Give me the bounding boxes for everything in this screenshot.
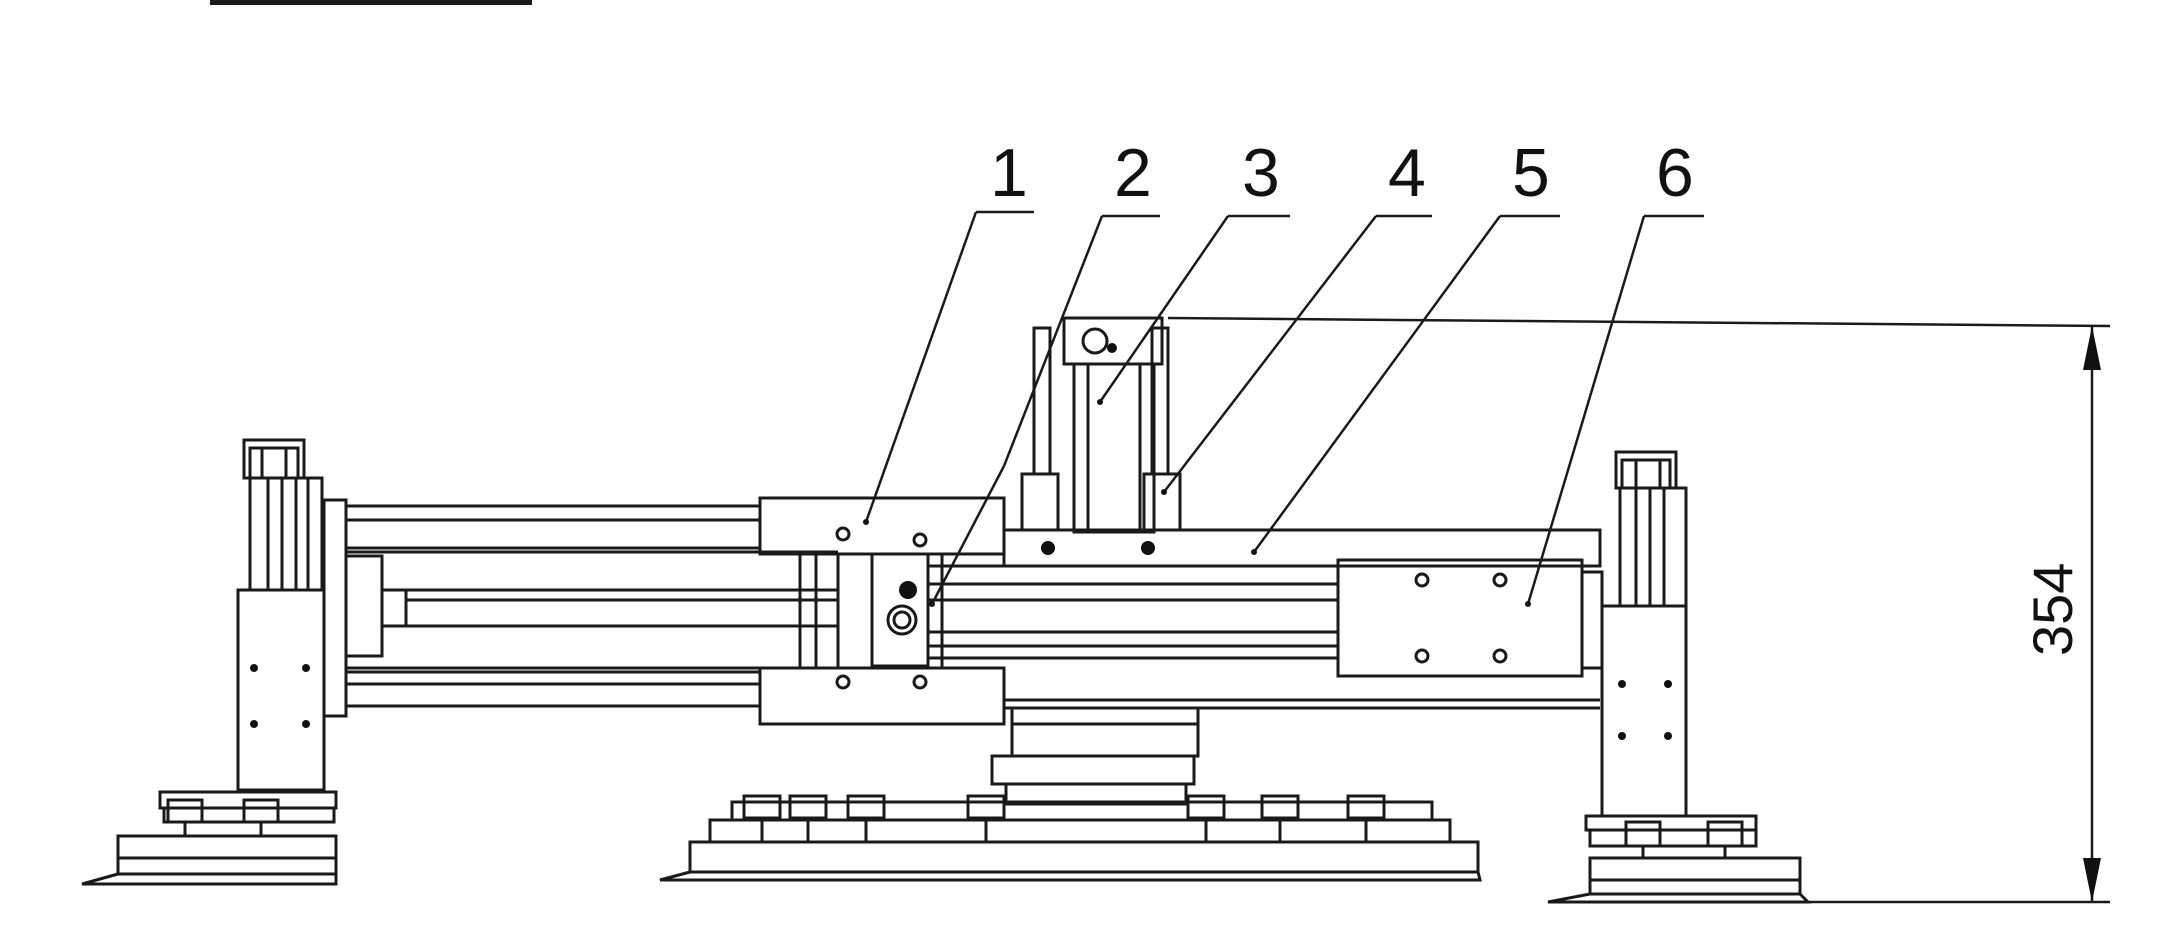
left-suction-feet <box>81 790 338 886</box>
callout-label-4: 4 <box>1388 135 1426 211</box>
slider-block <box>1336 558 1604 678</box>
left-column-assembly <box>236 438 348 792</box>
callout-label-2: 2 <box>1114 135 1152 211</box>
guide-rods <box>344 504 838 708</box>
main-beam <box>926 528 1602 710</box>
upper-cylinder-unit <box>1020 316 1182 534</box>
height-dimension <box>1167 316 2111 904</box>
callout-label-5: 5 <box>1512 135 1550 211</box>
callout-label-6: 6 <box>1656 135 1694 211</box>
callout-label-1: 1 <box>990 135 1028 211</box>
callout-leaders <box>863 210 1704 607</box>
callout-label-3: 3 <box>1242 135 1280 211</box>
dimension-value: 354 <box>2021 563 2084 656</box>
center-carriage <box>758 496 1006 726</box>
center-lift-base <box>659 706 1482 882</box>
right-column-assembly <box>1600 450 1688 818</box>
right-suction-feet <box>1547 814 1812 904</box>
